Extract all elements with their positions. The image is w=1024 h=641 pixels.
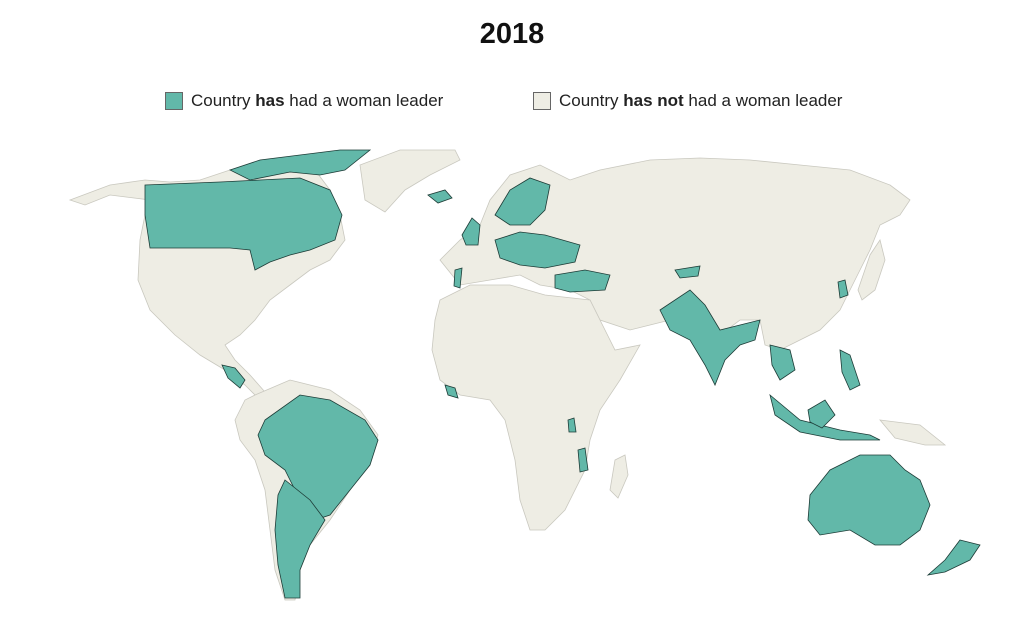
madagascar bbox=[609, 454, 629, 499]
greenland bbox=[359, 149, 461, 213]
korea bbox=[837, 279, 849, 299]
legend-text: had a woman leader bbox=[683, 91, 843, 110]
japan bbox=[857, 239, 886, 301]
turkey bbox=[554, 269, 611, 293]
liberia bbox=[444, 384, 459, 399]
legend-text: had a woman leader bbox=[284, 91, 444, 110]
philippines bbox=[839, 349, 861, 391]
canada bbox=[144, 177, 343, 271]
brazil bbox=[257, 394, 379, 521]
legend-text-bold: has bbox=[255, 91, 285, 110]
legend-swatch bbox=[165, 92, 183, 110]
malawi bbox=[577, 447, 589, 473]
kyrgyzstan bbox=[674, 265, 701, 279]
legend-text: Country bbox=[191, 91, 256, 110]
canada-arctic bbox=[228, 149, 372, 181]
british-isles bbox=[461, 217, 481, 246]
central-america bbox=[221, 364, 246, 389]
new-guinea bbox=[879, 419, 947, 446]
legend-text: Country bbox=[559, 91, 624, 110]
central-europe bbox=[494, 231, 581, 269]
new-zealand bbox=[926, 539, 981, 576]
woman-leader-countries bbox=[144, 149, 981, 599]
argentina-chile bbox=[274, 479, 326, 599]
east-africa bbox=[567, 417, 577, 433]
legend-item: Country has had a woman leader bbox=[165, 91, 443, 111]
scandinavia bbox=[494, 177, 551, 226]
portugal bbox=[453, 267, 463, 289]
legend-text-bold: has not bbox=[623, 91, 684, 110]
iceland bbox=[427, 189, 453, 204]
legend-swatch bbox=[533, 92, 551, 110]
india-region bbox=[659, 289, 761, 386]
legend-item: Country has not had a woman leader bbox=[533, 91, 842, 111]
borneo bbox=[807, 399, 836, 429]
map-title: 2018 bbox=[479, 18, 545, 50]
thailand-myanmar bbox=[769, 344, 796, 381]
australia bbox=[807, 454, 931, 546]
